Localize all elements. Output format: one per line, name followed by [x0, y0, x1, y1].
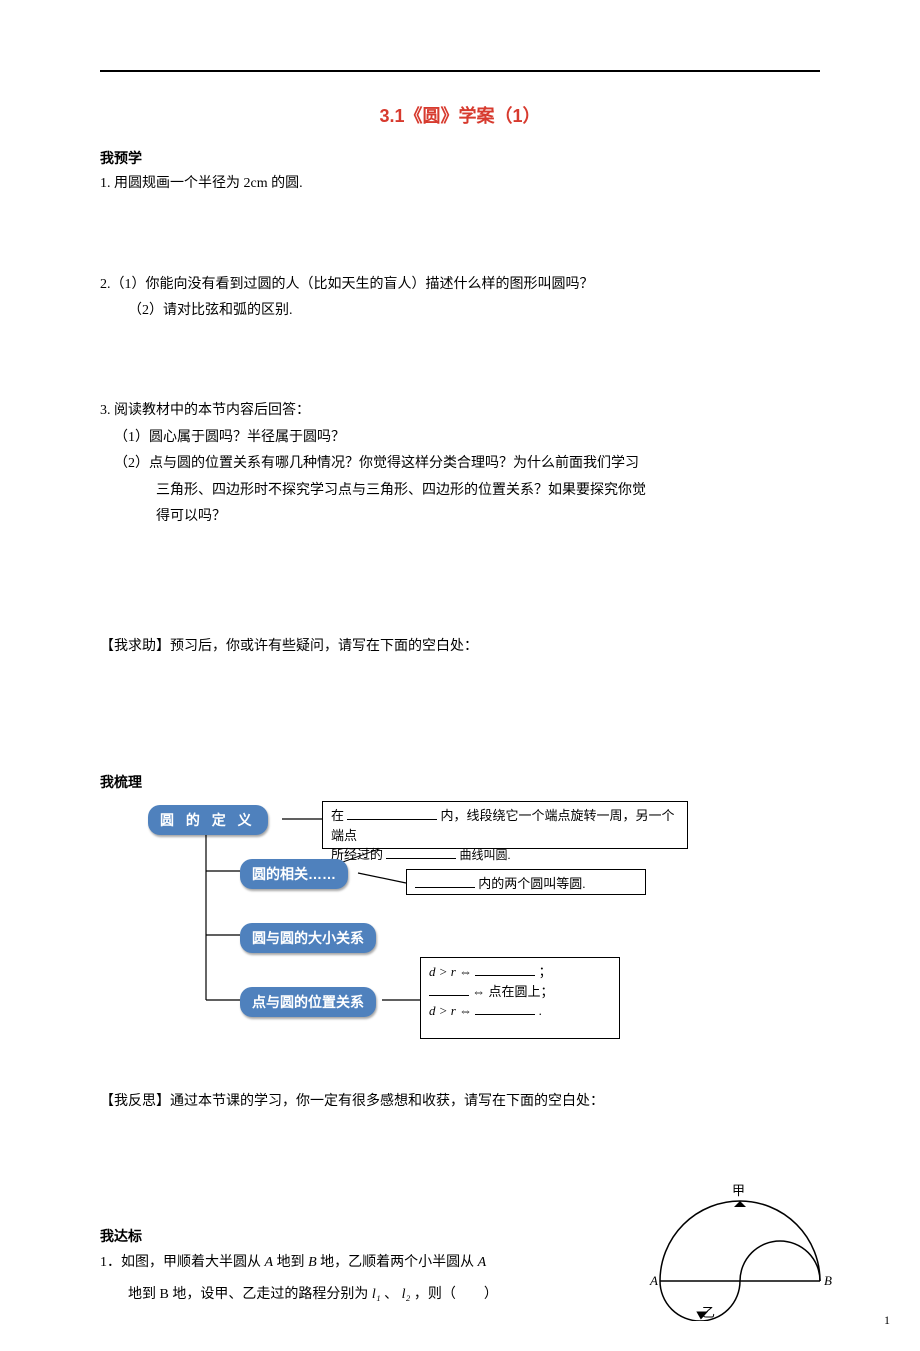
- node-point-relation: 点与圆的位置关系: [240, 987, 376, 1017]
- reach-q1a: 1．如图，甲顺着大半圆从 A 地到 B 地，乙顺着两个小半圆从 A: [100, 1252, 580, 1274]
- spacer: [100, 1057, 820, 1087]
- label-yi: 乙: [702, 1305, 715, 1320]
- q3-2a: （2）点与圆的位置关系有哪几种情况？你觉得这样分类合理吗？为什么前面我们学习: [100, 453, 820, 475]
- section-organize: 我梳理: [100, 771, 820, 793]
- node-related: 圆的相关……: [240, 859, 348, 889]
- reach-q1b-a: 地到 B 地，设甲、乙走过的路程分别为: [128, 1287, 368, 1302]
- def-a: 在: [331, 808, 344, 823]
- q3-lead: 3. 阅读教材中的本节内容后回答：: [100, 400, 820, 422]
- node-root: 圆 的 定 义: [148, 805, 268, 835]
- spacer: [100, 663, 820, 763]
- l2: l₂: [402, 1287, 411, 1302]
- rel1-lhs: d > r ⇔: [429, 964, 475, 979]
- equal-a: 内的两个圆叫等圆.: [478, 876, 585, 891]
- spacer: [100, 532, 820, 632]
- blank: [347, 806, 437, 820]
- blank: [415, 874, 475, 888]
- page-number: 1: [884, 1311, 890, 1330]
- rel2-a: ⇔ 点在圆上；: [472, 984, 553, 999]
- blank: [475, 1001, 535, 1015]
- q2-1: 2.（1）你能向没有看到过圆的人（比如天生的盲人）描述什么样的图形叫圆吗？: [100, 274, 820, 296]
- help-prompt: 【我求助】预习后，你或许有些疑问，请写在下面的空白处：: [100, 636, 820, 658]
- blank: [475, 962, 535, 976]
- concept-diagram: 圆 的 定 义 圆的相关…… 圆与圆的大小关系 点与圆的位置关系 在 内，线段绕…: [130, 805, 690, 1045]
- label-A: A: [649, 1273, 658, 1288]
- box-equal-circle: 内的两个圆叫等圆.: [406, 869, 646, 895]
- node-size-relation: 圆与圆的大小关系: [240, 923, 376, 953]
- def-d: 曲线叫圆.: [460, 848, 511, 862]
- blank: [386, 845, 456, 859]
- l1: l₁: [372, 1287, 381, 1302]
- q1: 1. 用圆规画一个半径为 2cm 的圆.: [100, 173, 820, 195]
- spacer: [100, 200, 820, 270]
- reach-q1b-c: ，则（ ）: [414, 1287, 498, 1302]
- q3-1: （1）圆心属于圆吗？半径属于圆吗？: [100, 427, 820, 449]
- q3-2c: 得可以吗？: [100, 506, 820, 528]
- rel1-tail: ；: [539, 964, 552, 979]
- spacer: [100, 326, 820, 396]
- doc-title: 3.1《圆》学案（1）: [100, 102, 820, 131]
- box-definition: 在 内，线段绕它一个端点旋转一周，另一个端点 所经过的 曲线叫圆.: [322, 801, 688, 849]
- blank: [429, 982, 469, 996]
- rel3-lhs: d > r ⇔: [429, 1003, 475, 1018]
- rel3-tail: .: [539, 1003, 542, 1018]
- page: 3.1《圆》学案（1） 我预学 1. 用圆规画一个半径为 2cm 的圆. 2.（…: [0, 0, 920, 1351]
- label-jia: 甲: [732, 1183, 745, 1198]
- reach-q1a-text: 1．如图，甲顺着大半圆从 A 地到 B 地，乙顺着两个小半圆从 A: [100, 1255, 486, 1270]
- semicircle-svg: A B 甲 乙: [640, 1181, 840, 1321]
- reach-q1b: 地到 B 地，设甲、乙走过的路程分别为 l₁ 、 l₂ ，则（ ）: [100, 1284, 588, 1306]
- rel-3: d > r ⇔ .: [429, 1001, 611, 1021]
- label-B: B: [824, 1273, 832, 1288]
- rel-2: ⇔ 点在圆上；: [429, 982, 611, 1002]
- reflect-prompt: 【我反思】通过本节课的学习，你一定有很多感想和收获，请写在下面的空白处：: [100, 1091, 820, 1113]
- q3-2b: 三角形、四边形时不探究学习点与三角形、四边形的位置关系？如果要探究你觉: [100, 480, 820, 502]
- box-relations: d > r ⇔ ； ⇔ 点在圆上； d > r ⇔ .: [420, 957, 620, 1039]
- q2-2: （2）请对比弦和弧的区别.: [100, 300, 820, 322]
- semicircle-figure: A B 甲 乙: [640, 1181, 840, 1321]
- rel-1: d > r ⇔ ；: [429, 962, 611, 982]
- section-prestudy: 我预学: [100, 147, 820, 169]
- top-rule: [100, 70, 820, 72]
- mid: 、: [384, 1287, 398, 1302]
